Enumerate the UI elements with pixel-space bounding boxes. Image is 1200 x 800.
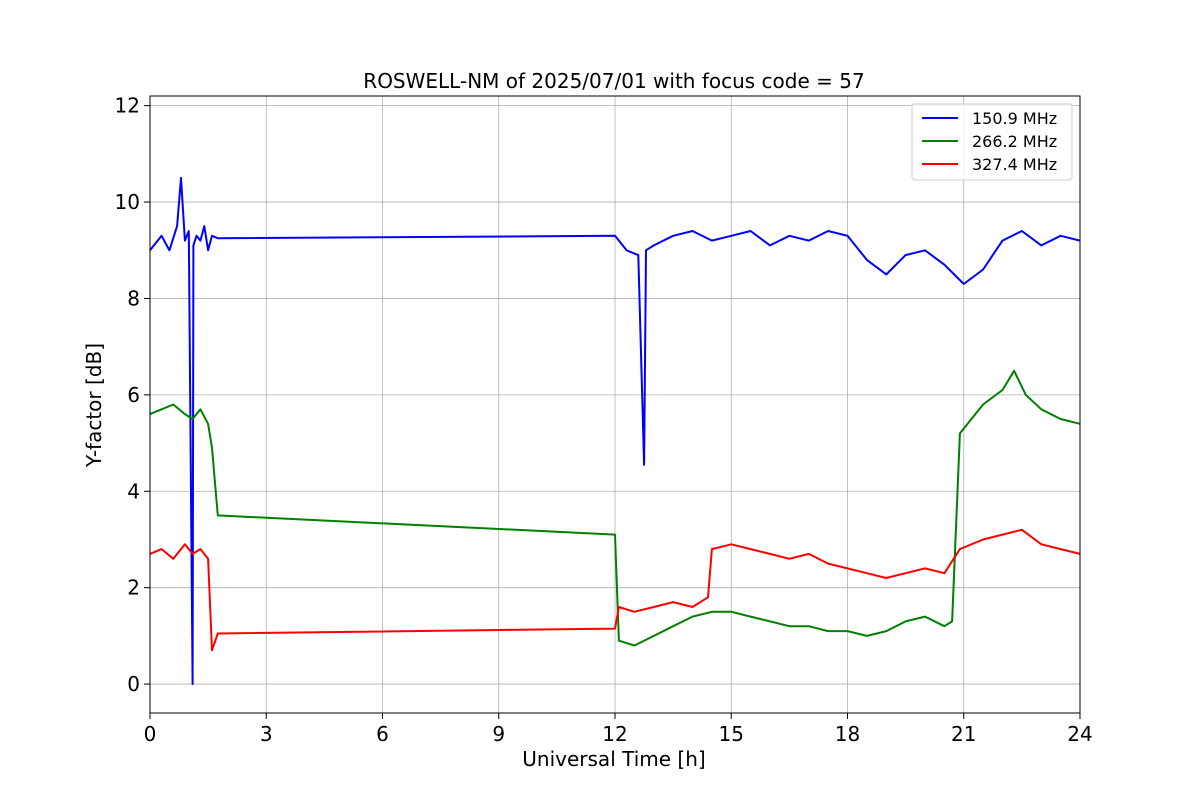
y-axis-label: Y-factor [dB]: [82, 343, 106, 468]
legend-label: 327.4 MHz: [972, 155, 1057, 174]
x-axis-label: Universal Time [h]: [522, 747, 705, 771]
series-line-2: [149, 369, 1081, 647]
legend-label: 266.2 MHz: [972, 132, 1057, 151]
x-tick-label: 0: [144, 722, 157, 746]
series-line-3: [149, 528, 1081, 652]
x-tick-label: 21: [951, 722, 976, 746]
y-tick-label: 6: [127, 383, 140, 407]
chart-title: ROSWELL-NM of 2025/07/01 with focus code…: [363, 69, 864, 93]
x-tick-label: 18: [835, 722, 860, 746]
x-axis: 0 3 6 9 12 15 18 21 24: [144, 713, 1093, 746]
y-tick-label: 4: [127, 479, 140, 503]
x-tick-label: 12: [602, 722, 627, 746]
y-axis: 0 2 4 6 8 10 12: [115, 94, 150, 696]
x-tick-label: 9: [492, 722, 505, 746]
x-tick-label: 3: [260, 722, 273, 746]
y-tick-label: 12: [115, 94, 140, 118]
legend-label: 150.9 MHz: [972, 109, 1057, 128]
legend: 150.9 MHz 266.2 MHz 327.4 MHz: [911, 103, 1073, 181]
x-tick-label: 24: [1067, 722, 1092, 746]
x-tick-label: 6: [376, 722, 389, 746]
grid: [149, 96, 1081, 713]
series-line-1: [149, 176, 1081, 686]
y-tick-label: 8: [127, 286, 140, 310]
y-tick-label: 0: [127, 672, 140, 696]
x-tick-label: 15: [719, 722, 744, 746]
series-layer: [149, 176, 1081, 686]
y-tick-label: 10: [115, 190, 140, 214]
y-tick-label: 2: [127, 576, 140, 600]
legend-box: [911, 103, 1073, 181]
